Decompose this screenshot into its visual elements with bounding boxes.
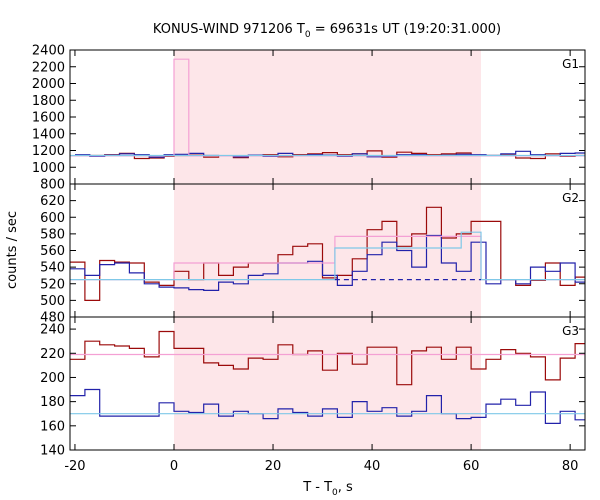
y-tick-label-g2-580: 580 (40, 227, 65, 242)
panel-label-g1: G1 (562, 57, 579, 71)
x-tick-label--20: -20 (64, 459, 85, 474)
series-group-g3 (70, 330, 585, 424)
y-axis-label: counts / sec (5, 211, 20, 289)
series-g3-red-0 (70, 330, 585, 386)
x-axis-label-rest: , s (338, 480, 353, 495)
y-tick-label-g1-1400: 1400 (32, 127, 65, 142)
series-group-g2 (70, 206, 585, 301)
y-tick-label-g3-140: 140 (40, 444, 65, 459)
series-group-g1 (70, 58, 585, 160)
y-tick-label-g2-600: 600 (40, 211, 65, 226)
y-tick-label-g1-2400: 2400 (32, 44, 65, 59)
x-axis-label-subscript: 0 (332, 488, 338, 498)
series-g3-blue-1 (70, 388, 585, 424)
y-tick-label-g2-500: 500 (40, 294, 65, 309)
x-tick-label-60: 60 (463, 459, 480, 474)
shaded-interval (173, 50, 482, 450)
chart-title: KONUS-WIND 971206 T0 = 69631s UT (19:20:… (153, 22, 501, 40)
chart-title-main: KONUS-WIND 971206 T (153, 22, 305, 37)
y-tick-label-g1-1600: 1600 (32, 111, 65, 126)
panel-frame-g3 (69, 316, 586, 451)
y-tick-label-g1-2200: 2200 (32, 60, 65, 75)
y-tick-label-g1-1000: 1000 (32, 161, 65, 176)
y-tick-label-g2-480: 480 (40, 311, 65, 326)
x-tick-label-80: 80 (562, 459, 579, 474)
y-tick-label-g2-560: 560 (40, 244, 65, 259)
chart-title-subscript: 0 (305, 30, 311, 40)
y-tick-label-g2-620: 620 (40, 194, 65, 209)
panel-label-g2: G2 (562, 191, 579, 205)
y-tick-label-g1-1200: 1200 (32, 144, 65, 159)
y-tick-label-g3-160: 160 (40, 419, 65, 434)
x-tick-label-0: 0 (170, 459, 178, 474)
x-axis-label: T - T0, s (302, 480, 353, 498)
y-tick-label-g3-200: 200 (40, 371, 65, 386)
chart-title-rest: = 69631s UT (19:20:31.000) (311, 22, 501, 37)
series-g2-blue-1 (70, 234, 585, 291)
y-tick-label-g2-540: 540 (40, 261, 65, 276)
y-tick-label-g2-520: 520 (40, 277, 65, 292)
y-tick-label-g1-800: 800 (40, 178, 65, 193)
y-tick-label-g3-240: 240 (40, 323, 65, 338)
panels-group: 80010001200140016001800200022002400G1480… (32, 44, 586, 474)
y-tick-label-g1-2000: 2000 (32, 77, 65, 92)
y-tick-label-g3-180: 180 (40, 395, 65, 410)
panel-label-g3: G3 (562, 324, 579, 338)
x-tick-label-20: 20 (265, 459, 282, 474)
series-g2-red-0 (70, 206, 585, 301)
series-g2-cyan-3 (70, 231, 585, 281)
x-tick-label-40: 40 (364, 459, 381, 474)
y-tick-label-g3-220: 220 (40, 347, 65, 362)
panel-g3: 140 160 180 200 220 240 G3 (40, 316, 586, 459)
x-axis-label-main: T - T (302, 480, 332, 495)
y-tick-label-g1-1800: 1800 (32, 94, 65, 109)
